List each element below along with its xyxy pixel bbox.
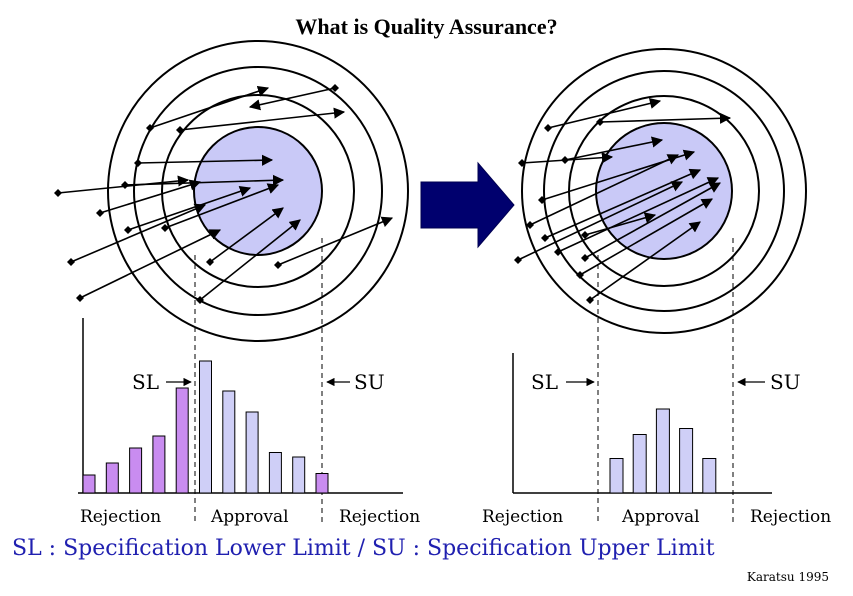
left-zone-approval: Approval bbox=[210, 507, 289, 527]
shot-arrow bbox=[277, 216, 394, 266]
left-shot-arrows bbox=[54, 84, 394, 304]
left-zone-rejection-left: Rejection bbox=[80, 507, 161, 527]
approval-bar bbox=[199, 360, 212, 494]
shot-arrow bbox=[589, 221, 701, 301]
approval-bar bbox=[655, 408, 670, 494]
shot-origin-marker bbox=[124, 226, 132, 234]
right-shot-arrows bbox=[514, 97, 732, 304]
shot-origin-marker bbox=[331, 84, 339, 92]
shot-arrow bbox=[179, 107, 346, 131]
left-zone-rejection-right: Rejection bbox=[339, 507, 420, 527]
shot-arrow bbox=[579, 198, 713, 276]
shot-origin-marker bbox=[274, 261, 282, 269]
right-histogram: SL SU Rejection Approval Rejection bbox=[482, 238, 831, 527]
shot-origin-marker bbox=[538, 196, 546, 204]
shot-arrow bbox=[70, 203, 207, 263]
shot-origin-marker bbox=[76, 294, 84, 302]
shot-arrow bbox=[529, 154, 680, 226]
shot-origin-marker bbox=[518, 159, 526, 167]
shot-origin-marker bbox=[561, 156, 569, 164]
approval-bar bbox=[609, 458, 624, 494]
shot-arrow bbox=[99, 179, 202, 214]
shot-origin-marker bbox=[146, 124, 154, 132]
shot-origin-marker bbox=[161, 224, 169, 232]
shot-origin-marker bbox=[554, 248, 562, 256]
shot-arrow bbox=[517, 181, 684, 261]
shot-arrow bbox=[557, 177, 720, 253]
middle-ring bbox=[543, 70, 785, 312]
shot-arrow bbox=[544, 168, 702, 239]
shot-arrow bbox=[541, 149, 696, 201]
approval-bar bbox=[632, 434, 647, 494]
shot-arrow bbox=[584, 212, 657, 236]
page-title: What is Quality Assurance? bbox=[295, 14, 558, 39]
shot-origin-marker bbox=[176, 126, 184, 134]
right-zone-rejection-left: Rejection bbox=[482, 507, 563, 527]
approval-bar bbox=[268, 452, 282, 494]
approval-bar bbox=[702, 458, 717, 494]
shot-arrow bbox=[199, 219, 301, 301]
shot-origin-marker bbox=[526, 221, 534, 229]
shot-origin-marker bbox=[196, 296, 204, 304]
rejection-bar bbox=[315, 473, 329, 494]
shot-origin-marker bbox=[121, 181, 129, 189]
approval-bar bbox=[222, 390, 236, 494]
outer-ring bbox=[107, 40, 409, 342]
shot-arrow bbox=[599, 112, 732, 124]
shot-arrow bbox=[149, 85, 270, 129]
shot-origin-marker bbox=[596, 118, 604, 126]
bullseye bbox=[193, 126, 323, 256]
shot-origin-marker bbox=[586, 296, 594, 304]
left-target bbox=[107, 40, 409, 342]
right-zone-approval: Approval bbox=[621, 507, 700, 527]
left-histogram: SL SU Rejection Approval Rejection bbox=[78, 238, 420, 527]
shot-origin-marker bbox=[541, 234, 549, 242]
rejection-bar bbox=[82, 474, 96, 494]
shot-arrow bbox=[124, 174, 285, 186]
rejection-bar bbox=[175, 387, 189, 494]
shot-origin-marker bbox=[54, 189, 62, 197]
rejection-bar bbox=[129, 447, 143, 494]
shot-arrow bbox=[248, 87, 336, 111]
shot-origin-marker bbox=[581, 231, 589, 239]
shot-origin-marker bbox=[67, 258, 75, 266]
legend-text: SL : Specification Lower Limit / SU : Sp… bbox=[12, 536, 715, 561]
middle-ring bbox=[133, 66, 383, 316]
shot-origin-marker bbox=[581, 254, 589, 262]
shot-origin-marker bbox=[206, 258, 214, 266]
shot-arrow bbox=[79, 229, 222, 299]
shot-origin-marker bbox=[514, 256, 522, 264]
right-zone-rejection-right: Rejection bbox=[750, 507, 831, 527]
rejection-bar bbox=[105, 462, 119, 494]
shot-arrow bbox=[547, 97, 662, 129]
shot-arrow bbox=[564, 136, 664, 161]
shot-arrow bbox=[127, 185, 252, 231]
left-su-label: SU bbox=[354, 370, 385, 394]
shot-origin-marker bbox=[576, 271, 584, 279]
approval-bar bbox=[245, 411, 259, 494]
right-su-label: SU bbox=[770, 370, 801, 394]
shot-arrow bbox=[137, 154, 274, 166]
right-sl-label: SL bbox=[531, 370, 558, 394]
approval-bar bbox=[679, 428, 694, 494]
source-credit: Karatsu 1995 bbox=[746, 570, 829, 584]
shot-arrow bbox=[209, 207, 284, 263]
shot-origin-marker bbox=[544, 124, 552, 132]
approval-bar bbox=[292, 456, 306, 494]
shot-origin-marker bbox=[96, 209, 104, 217]
transition-arrow-icon bbox=[420, 161, 515, 249]
shot-arrow bbox=[164, 183, 280, 229]
shot-origin-marker bbox=[134, 159, 142, 167]
rejection-bar bbox=[152, 435, 166, 494]
outer-ring bbox=[521, 48, 807, 334]
left-bars bbox=[82, 360, 329, 494]
left-sl-label: SL bbox=[132, 370, 159, 394]
right-bars bbox=[609, 408, 717, 494]
